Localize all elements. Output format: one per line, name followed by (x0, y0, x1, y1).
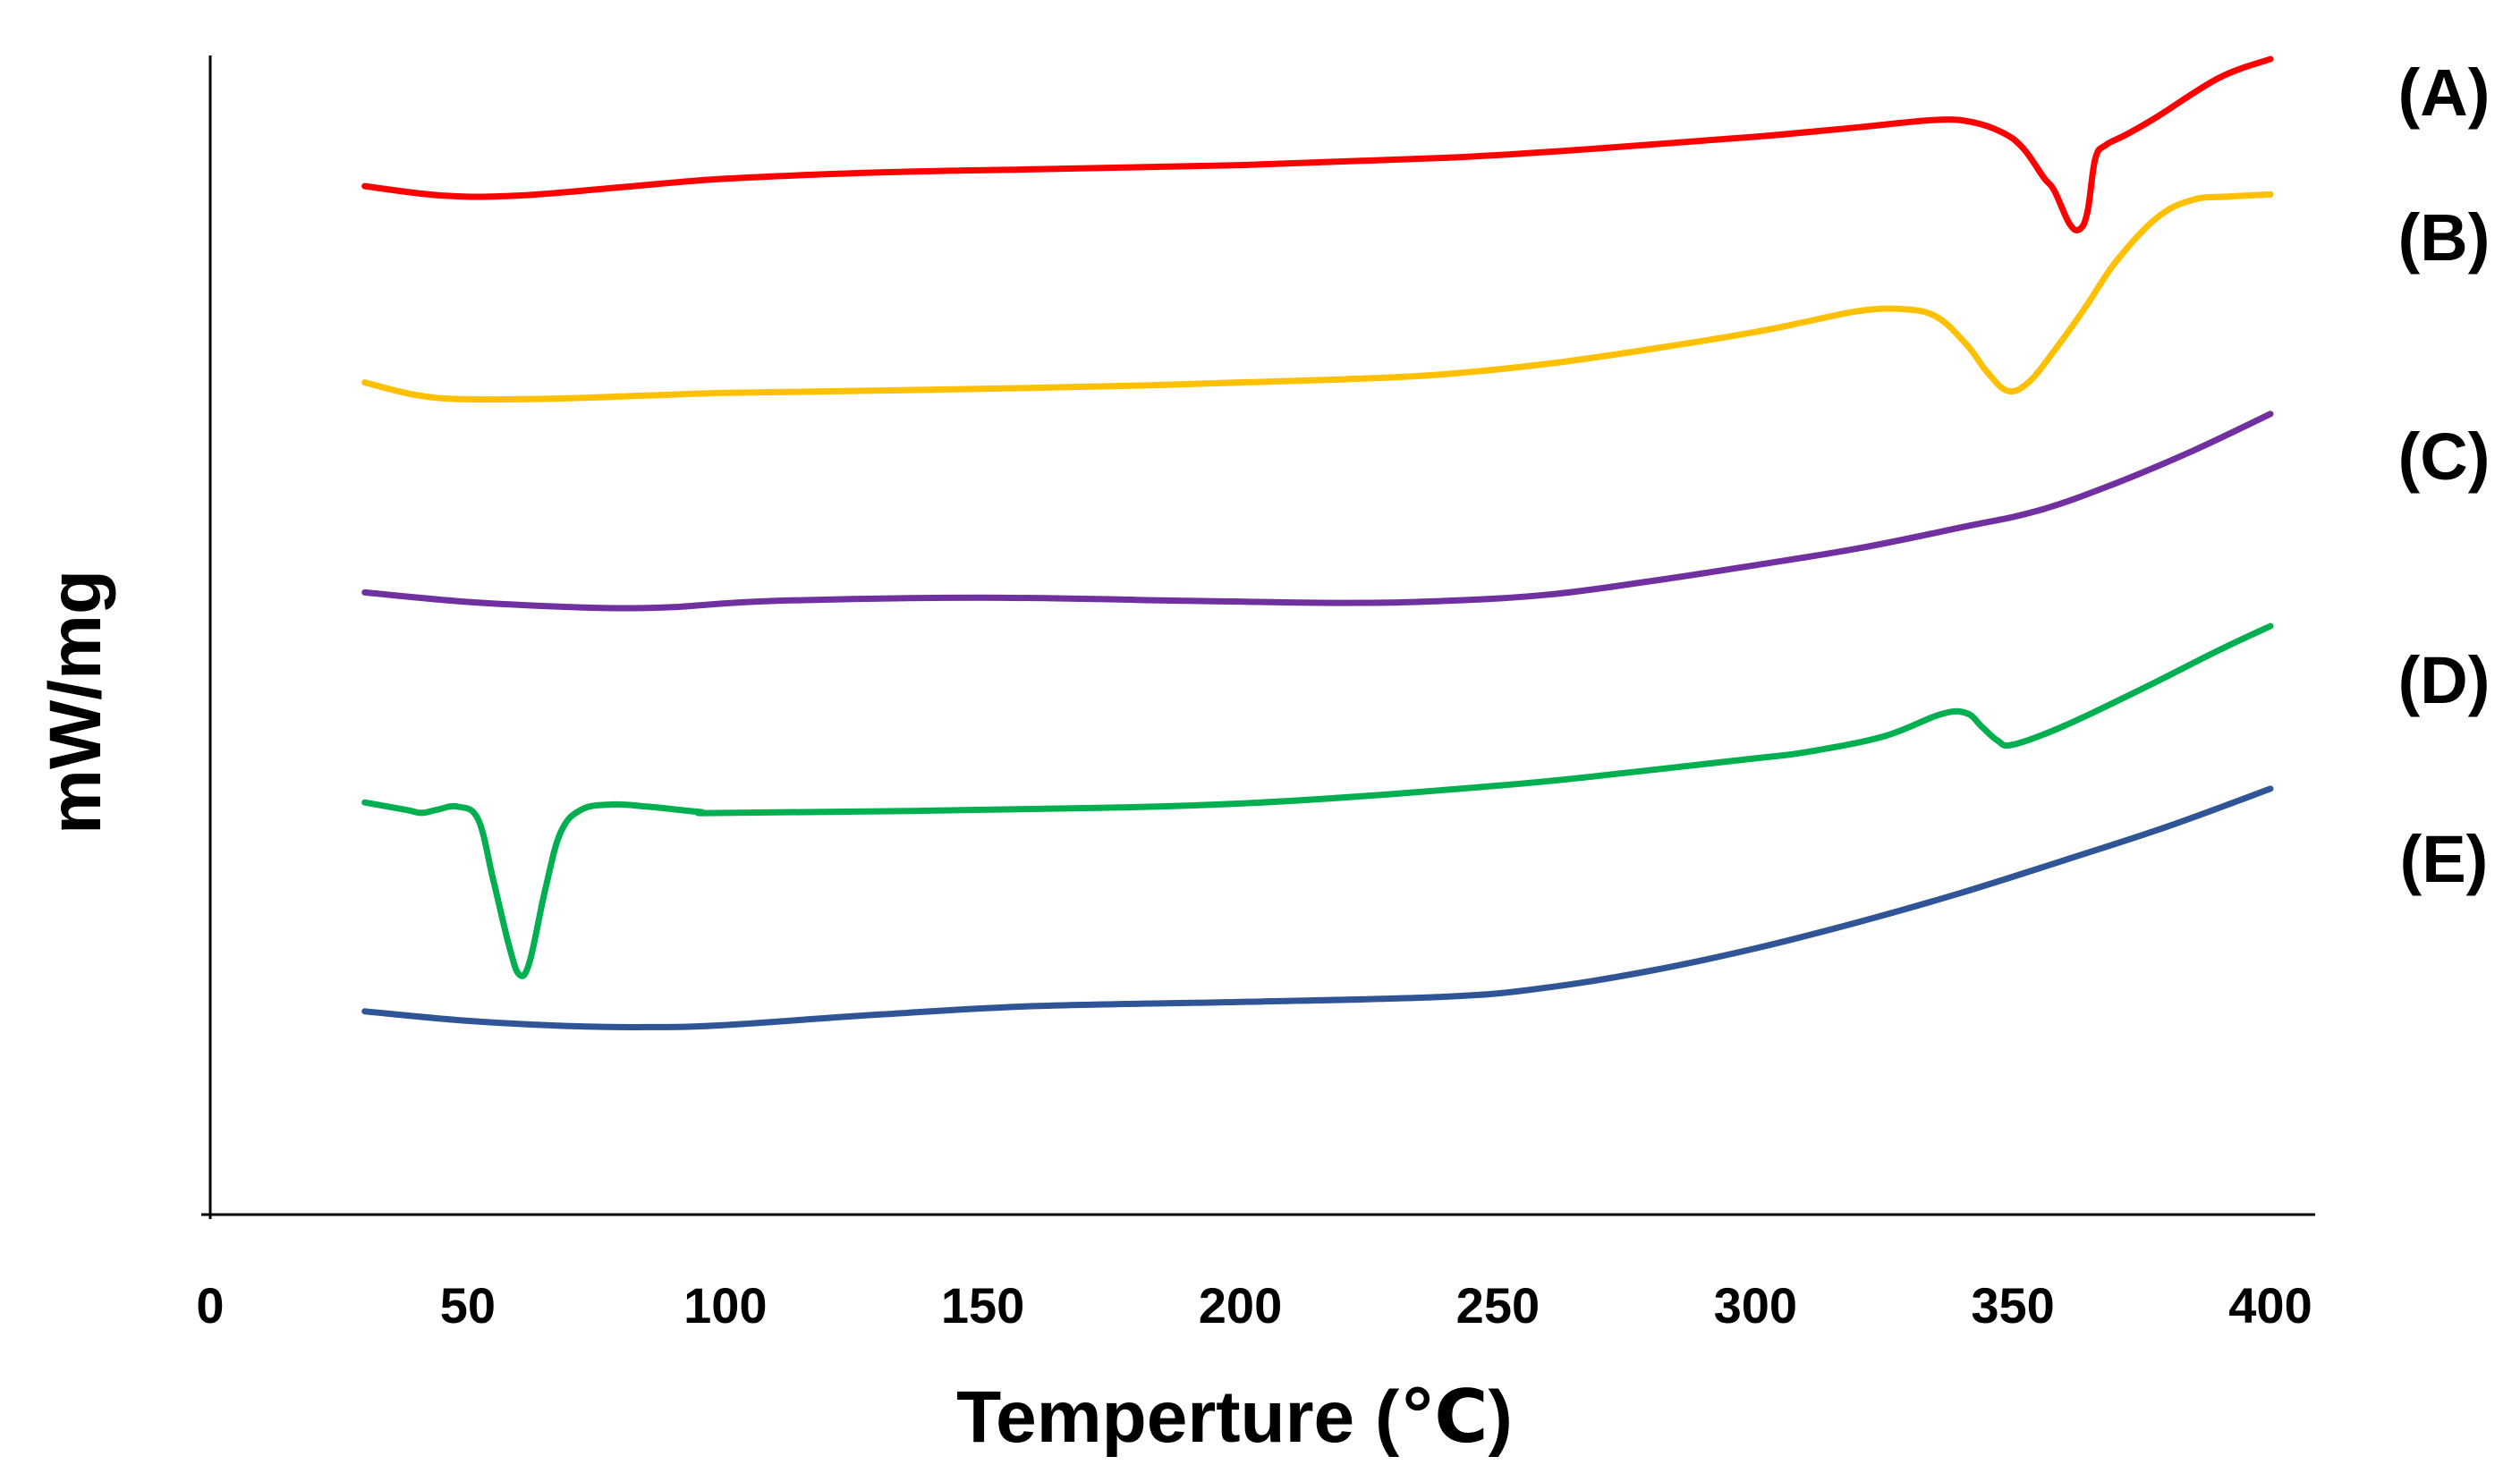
legend-label-d: (D) (2398, 643, 2490, 717)
x-tick-label-300: 300 (1714, 1277, 1797, 1334)
y-axis-title: mW/mg (35, 570, 116, 834)
x-tick-label-150: 150 (941, 1277, 1024, 1334)
legend-label-a: (A) (2398, 55, 2490, 130)
series-line-c (361, 411, 2274, 612)
series-line-e (361, 785, 2274, 1030)
x-tick-label-250: 250 (1456, 1277, 1540, 1334)
x-axis-title: Temperture (℃) (956, 1376, 1513, 1458)
x-tick-label-200: 200 (1199, 1277, 1282, 1334)
series-line-a (361, 55, 2274, 233)
legend-label-b: (B) (2398, 200, 2490, 275)
legend-label-e: (E) (2400, 822, 2489, 896)
x-tick-labels: 0 50 100 150 200 250 300 350 400 (196, 1277, 2312, 1334)
plot-area: 0 50 100 150 200 250 300 350 400 (A) (B) (C) (D) (E) (196, 55, 2490, 1334)
legend-label-c: (C) (2398, 419, 2490, 494)
x-tick-label-400: 400 (2228, 1277, 2312, 1334)
series-layer (361, 55, 2274, 1030)
x-tick-label-350: 350 (1971, 1277, 2054, 1334)
series-line-d (361, 622, 2274, 979)
x-tick-label-0: 0 (196, 1277, 224, 1334)
x-tick-label-50: 50 (440, 1277, 496, 1334)
x-tick-label-100: 100 (683, 1277, 767, 1334)
series-line-b (361, 191, 2274, 403)
legend: (A) (B) (C) (D) (E) (2398, 55, 2490, 896)
